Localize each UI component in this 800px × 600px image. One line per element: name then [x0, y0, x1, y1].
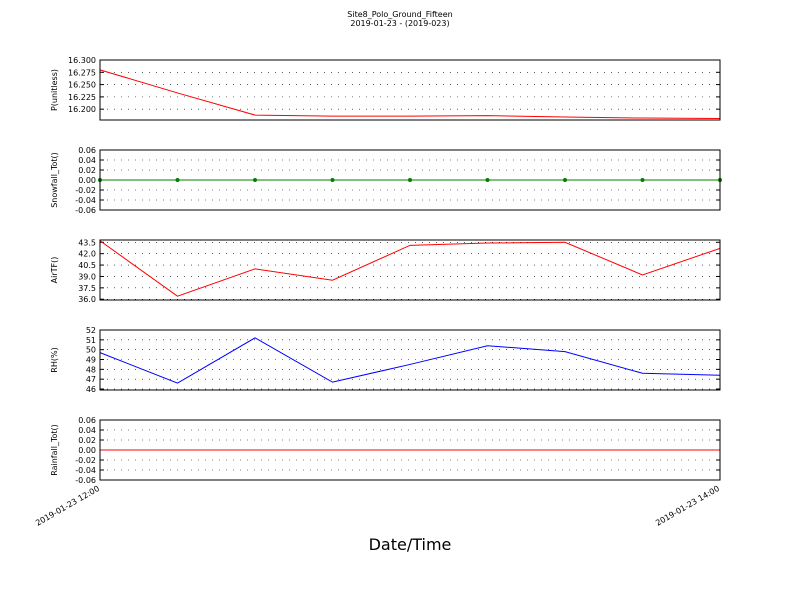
- y-axis-label: Rainfall_Tot(): [50, 424, 59, 476]
- y-tick-label: 48: [86, 365, 96, 374]
- marker: [563, 178, 567, 182]
- y-tick-label: 46: [86, 385, 96, 394]
- y-axis-label: P(unitless): [50, 69, 59, 111]
- y-tick-label: 16.200: [68, 105, 96, 114]
- line: [99, 337, 721, 384]
- y-tick-label: 16.300: [68, 56, 96, 65]
- y-tick-label: 36.0: [78, 295, 96, 304]
- y-tick-label: 52: [86, 326, 96, 335]
- y-tick-label: 16.250: [68, 81, 96, 90]
- y-tick-label: 0.04: [78, 426, 96, 435]
- marker: [640, 178, 645, 182]
- chart-subtitle: 2019-01-23 - (2019-023): [350, 19, 449, 28]
- y-tick-label: -0.02: [75, 186, 96, 195]
- y-tick-label: 43.5: [78, 238, 96, 247]
- y-tick-label: 0.00: [78, 446, 96, 455]
- line: [99, 69, 721, 120]
- y-axis-label: RH(%): [50, 347, 59, 372]
- y-tick-label: -0.04: [75, 466, 96, 475]
- y-tick-label: 0.04: [78, 156, 96, 165]
- axes-frame: [99, 419, 721, 481]
- axes-frame: [99, 239, 721, 301]
- chart-title: Site8_Polo_Ground_Fifteen: [347, 10, 452, 19]
- y-tick-label: 47: [86, 375, 96, 384]
- axes-frame: [99, 59, 721, 121]
- y-tick-label: 40.5: [78, 261, 96, 270]
- axes-frame: [99, 329, 721, 391]
- marker: [330, 178, 335, 182]
- y-tick-label: -0.06: [75, 206, 96, 215]
- y-tick-label: 51: [86, 336, 96, 345]
- y-axis-label: Snowfall_Tot(): [50, 152, 59, 208]
- x-axis-label: Date/Time: [369, 535, 452, 554]
- marker: [408, 178, 412, 182]
- y-tick-label: 0.06: [78, 146, 96, 155]
- y-tick-label: -0.02: [75, 456, 96, 465]
- y-tick-label: 16.225: [68, 93, 96, 102]
- y-tick-label: -0.04: [75, 196, 96, 205]
- line: [99, 240, 721, 297]
- y-tick-label: 0.02: [78, 436, 96, 445]
- y-tick-label: 16.275: [68, 68, 96, 77]
- x-tick-label: 2019-01-23 12:00: [34, 484, 101, 528]
- y-tick-label: 0.00: [78, 176, 96, 185]
- y-tick-label: 42.0: [78, 250, 96, 259]
- y-tick-label: 39.0: [78, 272, 96, 281]
- marker: [485, 178, 490, 182]
- y-tick-label: -0.06: [75, 476, 96, 485]
- marker: [253, 178, 257, 182]
- y-axis-label: AirTF(): [50, 257, 59, 284]
- y-tick-label: 50: [86, 346, 96, 355]
- x-tick-label: 2019-01-23 14:00: [654, 484, 721, 528]
- y-tick-label: 49: [86, 356, 96, 365]
- y-tick-label: 37.5: [78, 284, 96, 293]
- marker: [175, 178, 180, 182]
- y-tick-label: 0.06: [78, 416, 96, 425]
- axes-frame: [99, 149, 721, 211]
- y-tick-label: 0.02: [78, 166, 96, 175]
